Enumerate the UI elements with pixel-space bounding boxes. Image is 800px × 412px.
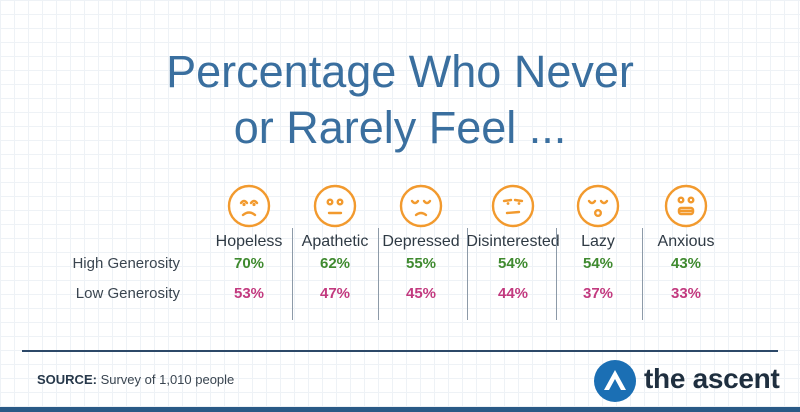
title-line-2: or Rarely Feel ... xyxy=(233,102,567,153)
title-line-1: Percentage Who Never xyxy=(166,46,634,97)
source-note: SOURCE: Survey of 1,010 people xyxy=(37,372,234,387)
brand-name: the ascent xyxy=(644,363,780,394)
value-cell: 62% xyxy=(319,255,351,272)
value-cell: 54% xyxy=(497,255,529,272)
value-cell: 55% xyxy=(405,255,437,272)
column-separator xyxy=(467,228,468,320)
value-cell: 33% xyxy=(670,285,702,302)
worried-face-icon xyxy=(226,183,272,229)
chart-title: Percentage Who Never or Rarely Feel ... xyxy=(0,44,800,156)
neutral-face-icon xyxy=(312,183,358,229)
ascent-logo-icon xyxy=(594,360,636,402)
grimacing-face-icon xyxy=(663,183,709,229)
the-ascent-logo: the ascent xyxy=(594,360,784,402)
source-text: Survey of 1,010 people xyxy=(100,372,235,387)
value-cell: 43% xyxy=(670,255,702,272)
value-cell: 70% xyxy=(233,255,265,272)
value-cell: 37% xyxy=(582,285,614,302)
value-cell: 45% xyxy=(405,285,437,302)
sleepy-face-icon xyxy=(575,183,621,229)
row-label-high-generosity: High Generosity xyxy=(72,255,180,272)
column-separator xyxy=(292,228,293,320)
value-cell: 53% xyxy=(233,285,265,302)
column-header-apathetic: Apathetic xyxy=(301,233,369,250)
column-header-depressed: Depressed xyxy=(382,233,460,250)
row-label-low-generosity: Low Generosity xyxy=(75,285,180,302)
source-label: SOURCE: xyxy=(37,372,97,387)
divider-line xyxy=(22,350,778,352)
column-separator xyxy=(642,228,643,320)
sad-face-icon xyxy=(398,183,444,229)
unamused-face-icon xyxy=(490,183,536,229)
column-header-hopeless: Hopeless xyxy=(215,233,283,250)
value-cell: 54% xyxy=(582,255,614,272)
column-header-disinterested: Disinterested xyxy=(466,233,560,250)
column-separator xyxy=(378,228,379,320)
column-header-lazy: Lazy xyxy=(581,233,615,250)
value-cell: 44% xyxy=(497,285,529,302)
column-separator xyxy=(556,228,557,320)
column-header-anxious: Anxious xyxy=(657,233,715,250)
bottom-bar xyxy=(0,407,800,412)
value-cell: 47% xyxy=(319,285,351,302)
